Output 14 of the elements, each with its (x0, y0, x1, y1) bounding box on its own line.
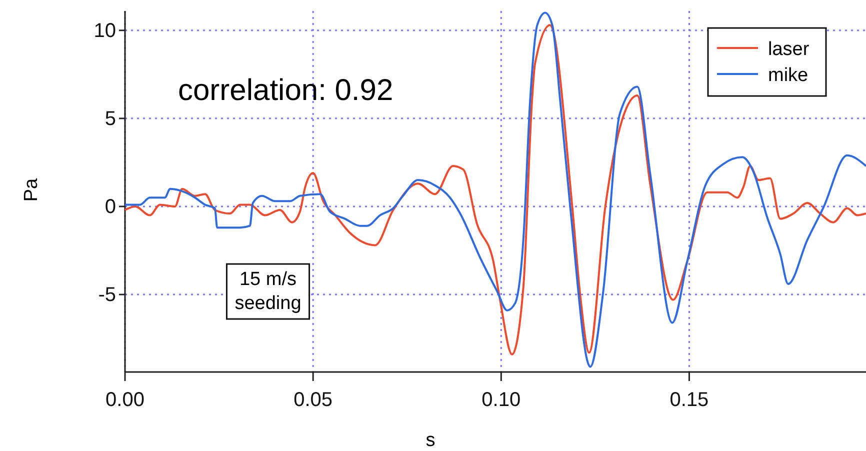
x-tick-label: 0.10 (482, 389, 521, 411)
legend-label: mike (768, 65, 808, 86)
y-tick-label: 0 (104, 196, 116, 218)
y-tick-label: -5 (98, 284, 116, 306)
x-tick-label: 0.00 (106, 389, 144, 411)
y-axis-title: Pa (21, 178, 42, 202)
y-tick-label: 5 (104, 108, 116, 130)
x-tick-label: 0.15 (670, 389, 709, 411)
annotation: 15 m/s seeding (234, 269, 302, 314)
annotation: correlation: 0.92 (178, 74, 394, 107)
x-axis-title: s (426, 430, 436, 451)
y-tick-label: 10 (94, 20, 116, 42)
legend-label: laser (768, 39, 810, 60)
x-tick-label: 0.05 (294, 389, 333, 411)
